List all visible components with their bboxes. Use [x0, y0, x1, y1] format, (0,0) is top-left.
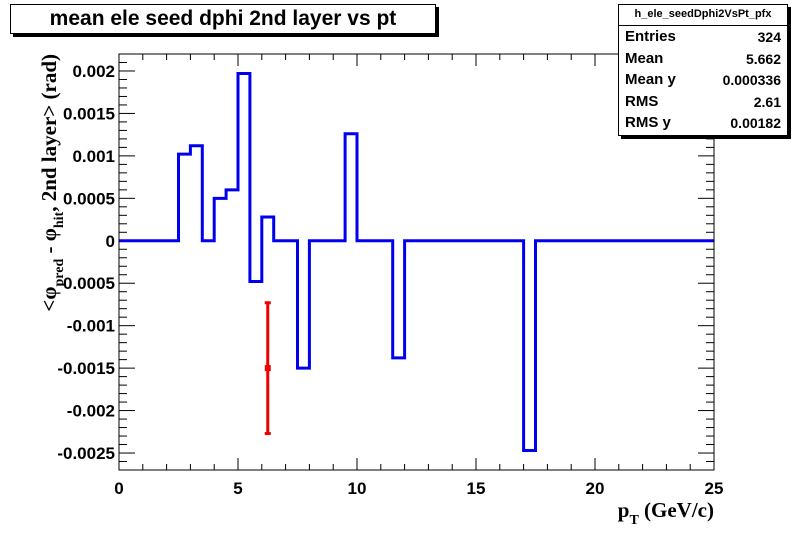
x-tick-label: 15: [467, 479, 486, 498]
y-axis-title-sub: pred: [52, 259, 67, 287]
x-tick-label: 20: [586, 479, 605, 498]
y-axis-title: <φpred - φhit, 2nd layer> (rad): [37, 54, 67, 312]
y-tick-label: 0.001: [72, 147, 115, 166]
stats-row-entries: Entries 324: [619, 26, 787, 48]
x-tick-label: 25: [705, 479, 724, 498]
series-step-line: [119, 72, 714, 452]
x-axis-title-unit: (GeV/c): [639, 498, 714, 522]
y-tick-labels: 0.002 0.0015 0.001 0.0005 0 -0.0005 -0.001 -0.0…: [57, 62, 115, 463]
y-tick-label: -0.0015: [57, 359, 115, 378]
axis-ticks: [118, 53, 715, 471]
stats-row-rms: RMS 2.61: [619, 91, 787, 113]
x-tick-label: 0: [114, 479, 123, 498]
y-tick-label: 0.0005: [63, 189, 115, 208]
plot-frame: [118, 53, 715, 471]
plot-series: [119, 72, 714, 452]
stats-value: 5.662: [745, 50, 781, 67]
y-tick-label: -0.0025: [57, 444, 115, 463]
stats-value: 324: [757, 29, 781, 45]
y-tick-label: -0.002: [67, 402, 115, 421]
stats-label: Mean y: [625, 71, 676, 88]
y-tick-label: -0.001: [67, 317, 115, 336]
stats-row-mean-y: Mean y 0.000336: [619, 69, 787, 91]
y-axis-title-part: - φ: [37, 228, 61, 259]
chart-title: mean ele seed dphi 2nd layer vs pt: [10, 4, 436, 34]
y-axis-title-sub: hit: [52, 211, 67, 228]
y-axis-title-part: <φ: [37, 287, 61, 312]
stats-row-mean: Mean 5.662: [619, 48, 787, 70]
y-tick-label: 0.0015: [63, 104, 115, 123]
y-tick-label: 0: [106, 232, 115, 251]
stats-label: Mean: [625, 49, 664, 67]
stats-label: Entries: [625, 28, 676, 45]
y-tick-label: -0.0005: [57, 274, 115, 293]
y-tick-label: 0.002: [72, 62, 115, 81]
stats-value: 0.00182: [730, 115, 781, 131]
x-tick-label: 10: [348, 479, 367, 498]
stats-box: h_ele_seedDphi2VsPt_pfx Entries 324 Mean…: [618, 4, 788, 136]
stats-histogram-name: h_ele_seedDphi2VsPt_pfx: [619, 5, 787, 26]
stats-row-rms-y: RMS y 0.00182: [619, 112, 787, 134]
stats-label: RMS: [625, 92, 659, 110]
x-tick-label: 5: [233, 479, 242, 498]
stats-value: 2.61: [753, 93, 781, 110]
x-axis-title-main: p: [618, 498, 630, 522]
error-bar-point: [264, 365, 271, 372]
x-axis-title-sub: T: [629, 513, 639, 528]
x-tick-labels: 0 5 10 15 20 25: [114, 479, 723, 498]
y-axis-title-part: , 2nd layer> (rad): [37, 54, 61, 212]
x-axis-title: pT (GeV/c): [618, 498, 714, 528]
stats-value: 0.000336: [722, 72, 781, 88]
stats-label: RMS y: [625, 114, 671, 131]
